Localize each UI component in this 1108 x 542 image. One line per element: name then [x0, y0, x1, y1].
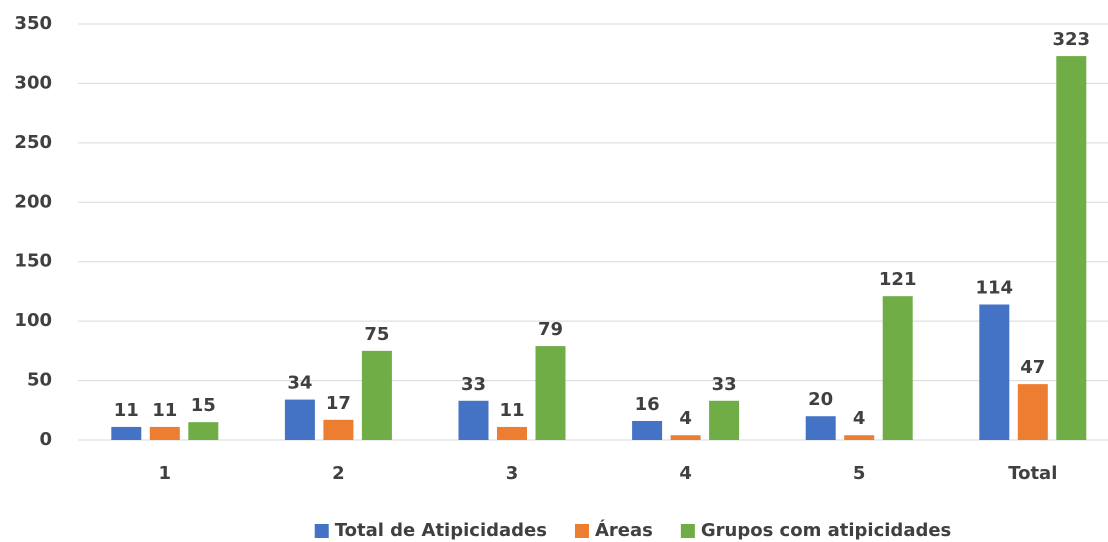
bar	[284, 399, 315, 440]
value-label: 4	[679, 408, 692, 429]
value-label: 15	[191, 395, 216, 416]
legend-swatch	[680, 524, 695, 538]
y-tick-label: 100	[14, 310, 52, 331]
value-label: 114	[976, 278, 1014, 299]
value-label: 11	[114, 400, 139, 421]
x-tick-label: 1	[159, 463, 172, 484]
legend-swatch	[574, 524, 589, 538]
legend-swatch	[314, 524, 329, 538]
bar	[361, 350, 392, 440]
bar	[844, 435, 875, 440]
value-label: 323	[1053, 29, 1091, 50]
bar	[670, 435, 701, 440]
bar	[882, 296, 913, 440]
value-label: 20	[808, 389, 833, 410]
value-label: 121	[879, 269, 917, 290]
legend-label: Grupos com atipicidades	[701, 520, 951, 541]
bar	[1056, 56, 1087, 440]
value-label: 4	[853, 408, 866, 429]
value-label: 33	[461, 374, 486, 395]
bar	[323, 419, 354, 440]
value-label: 79	[538, 319, 563, 340]
value-label: 47	[1020, 357, 1045, 378]
x-tick-label: 3	[506, 463, 519, 484]
bar	[1017, 384, 1048, 440]
bar	[632, 420, 663, 440]
x-tick-label: 2	[332, 463, 345, 484]
y-tick-label: 350	[14, 13, 52, 34]
legend-label: Áreas	[595, 519, 653, 541]
bar	[149, 426, 180, 440]
bar	[111, 426, 142, 440]
value-label: 75	[364, 324, 389, 345]
x-tick-label: Total	[1008, 463, 1057, 484]
y-tick-label: 0	[39, 429, 52, 450]
bar	[188, 422, 219, 440]
value-label: 16	[635, 394, 660, 415]
value-label: 17	[326, 393, 351, 414]
y-tick-label: 150	[14, 251, 52, 272]
y-tick-label: 50	[27, 370, 52, 391]
y-tick-label: 300	[14, 72, 52, 93]
value-label: 34	[287, 373, 312, 394]
x-tick-label: 4	[679, 463, 692, 484]
value-label: 33	[712, 374, 737, 395]
bar	[497, 426, 527, 440]
bar	[458, 400, 489, 440]
x-tick-label: 5	[853, 463, 866, 484]
bar	[805, 416, 836, 440]
legend-label: Total de Atipicidades	[335, 520, 547, 541]
value-label: 11	[152, 400, 177, 421]
bar	[979, 304, 1010, 440]
bar	[709, 400, 740, 440]
bar	[535, 346, 566, 440]
value-label: 11	[499, 400, 524, 421]
y-tick-label: 200	[14, 191, 52, 212]
y-tick-label: 250	[14, 132, 52, 153]
